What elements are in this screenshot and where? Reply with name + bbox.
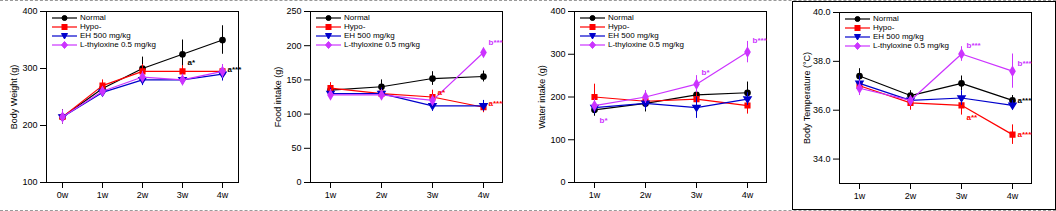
html-text:Normal: Normal [80,13,106,22]
html-text:EH 500 mg/kg: EH 500 mg/kg [80,31,131,40]
html-text:L-thyloxine 0.5 mg/kg: L-thyloxine 0.5 mg/kg [873,41,949,50]
svg-text:b***: b*** [489,38,504,47]
html-text:Hypo-: Hypo- [80,22,102,31]
html-text:Normal: Normal [873,14,899,23]
svg-text:4w: 4w [1007,191,1019,201]
svg-text:200: 200 [286,41,301,51]
svg-text:a*: a* [438,88,446,97]
svg-text:38.0: 38.0 [813,56,831,66]
svg-text:250: 250 [286,6,301,16]
html-text:EH 500 mg/kg: EH 500 mg/kg [344,31,395,40]
svg-text:4w: 4w [742,190,754,200]
svg-text:a***: a*** [489,99,504,108]
html-text:Hypo-: Hypo- [608,22,630,31]
html-text:L-thyloxine 0.5 mg/kg: L-thyloxine 0.5 mg/kg [608,40,684,49]
svg-text:300: 300 [22,63,37,73]
svg-text:Body Temperature (°C): Body Temperature (°C) [802,52,812,144]
html-text:Hypo-: Hypo- [344,22,366,31]
svg-text:a***: a*** [1018,130,1033,139]
svg-text:Food intake (g): Food intake (g) [273,67,283,128]
svg-text:2w: 2w [640,190,652,200]
svg-text:a*: a* [188,58,196,67]
svg-text:0: 0 [296,177,301,187]
svg-text:150: 150 [286,75,301,85]
html-text:L-thyloxine 0.5 mg/kg: L-thyloxine 0.5 mg/kg [80,40,156,49]
html-text:Normal: Normal [608,13,634,22]
html-text:EH 500 mg/kg: EH 500 mg/kg [608,31,659,40]
svg-text:a***: a*** [228,65,243,74]
svg-text:36.0: 36.0 [813,105,831,115]
svg-text:3w: 3w [691,190,703,200]
svg-text:4w: 4w [217,190,229,200]
svg-text:1w: 1w [325,190,337,200]
html-text:L-thyloxine 0.5 mg/kg: L-thyloxine 0.5 mg/kg [344,40,420,49]
html-text:Hypo-: Hypo- [873,23,895,32]
svg-text:2w: 2w [376,190,388,200]
svg-text:1w: 1w [854,191,866,201]
svg-text:0w: 0w [57,190,69,200]
svg-text:100: 100 [22,177,37,187]
svg-text:a**: a** [967,113,979,122]
svg-text:2w: 2w [905,191,917,201]
svg-text:50: 50 [291,143,301,153]
svg-text:3w: 3w [177,190,189,200]
svg-text:100: 100 [286,109,301,119]
svg-text:1w: 1w [97,190,109,200]
svg-text:1w: 1w [589,190,601,200]
svg-text:40.0: 40.0 [813,7,831,17]
svg-text:Body Weight (g): Body Weight (g) [9,65,19,129]
svg-text:400: 400 [22,6,37,16]
svg-text:400: 400 [550,6,565,16]
svg-text:b***: b*** [967,41,982,50]
svg-text:b*: b* [702,68,711,77]
svg-text:b***: b*** [1018,59,1033,68]
svg-text:200: 200 [550,92,565,102]
svg-text:4w: 4w [478,190,490,200]
svg-text:2w: 2w [137,190,149,200]
svg-text:100: 100 [550,135,565,145]
svg-text:34.0: 34.0 [813,154,831,164]
svg-text:3w: 3w [427,190,439,200]
svg-text:200: 200 [22,120,37,130]
svg-text:b***: b*** [753,36,768,45]
svg-text:a***: a*** [1018,96,1033,105]
svg-text:b*: b* [600,116,609,125]
svg-text:Water intake (g): Water intake (g) [537,65,547,129]
html-text:Normal: Normal [344,13,370,22]
svg-text:0: 0 [560,177,565,187]
svg-text:300: 300 [550,49,565,59]
html-text:EH 500 mg/kg: EH 500 mg/kg [873,32,924,41]
svg-text:3w: 3w [956,191,968,201]
